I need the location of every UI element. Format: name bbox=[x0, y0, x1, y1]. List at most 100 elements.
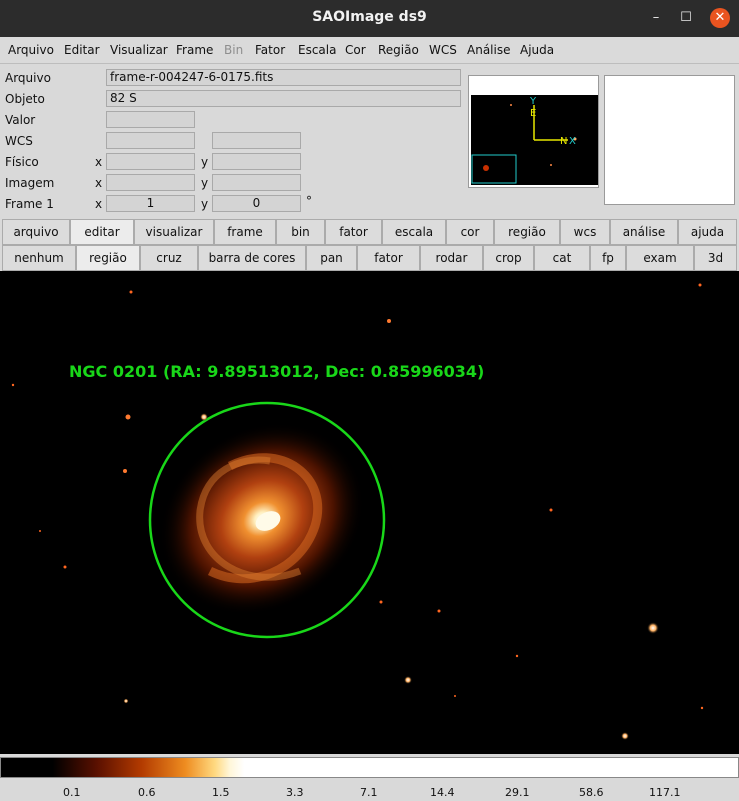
btn-bin[interactable]: bin bbox=[276, 219, 325, 245]
star bbox=[200, 413, 208, 421]
menu-analise[interactable]: Análise bbox=[467, 43, 511, 57]
panner-view[interactable]: Y E N X bbox=[468, 75, 599, 188]
maximize-icon[interactable]: ☐ bbox=[680, 10, 692, 25]
btn-cruz[interactable]: cruz bbox=[140, 245, 198, 271]
star bbox=[621, 732, 629, 740]
colorbar-tick: 1.5 bbox=[212, 786, 230, 799]
compass-e-text: E bbox=[530, 108, 536, 119]
imagem-label: Imagem bbox=[5, 176, 55, 190]
title-bar[interactable]: SAOImage ds9 – ☐ ✕ bbox=[0, 0, 739, 37]
btn-barra-de-cores[interactable]: barra de cores bbox=[198, 245, 306, 271]
star bbox=[39, 530, 41, 532]
minimize-icon[interactable]: – bbox=[652, 10, 660, 25]
star bbox=[387, 319, 391, 323]
menu-regiao[interactable]: Região bbox=[378, 43, 419, 57]
btn-editar[interactable]: editar bbox=[70, 219, 134, 245]
panner-star bbox=[550, 164, 552, 166]
fisico-y-field bbox=[212, 153, 301, 170]
compass-x-text: X bbox=[569, 136, 576, 147]
btn-fator-mode[interactable]: fator bbox=[357, 245, 420, 271]
colorbar-tick: 0.6 bbox=[138, 786, 156, 799]
button-row-sub: nenhum região cruz barra de cores pan fa… bbox=[0, 245, 739, 271]
panner-galaxy bbox=[483, 165, 489, 171]
star bbox=[123, 698, 129, 704]
menu-bin[interactable]: Bin bbox=[224, 43, 244, 57]
panner-overlay: Y E N X bbox=[471, 96, 577, 184]
btn-exam[interactable]: exam bbox=[626, 245, 694, 271]
degree-symbol: ° bbox=[306, 194, 312, 208]
btn-analise[interactable]: análise bbox=[610, 219, 678, 245]
btn-visualizar[interactable]: visualizar bbox=[134, 219, 214, 245]
btn-arquivo[interactable]: arquivo bbox=[2, 219, 70, 245]
menu-frame[interactable]: Frame bbox=[176, 43, 214, 57]
star bbox=[63, 565, 67, 569]
image-display[interactable]: NGC 0201 (RA: 9.89513012, Dec: 0.8599603… bbox=[0, 271, 739, 754]
btn-nenhum[interactable]: nenhum bbox=[2, 245, 76, 271]
btn-rodar[interactable]: rodar bbox=[420, 245, 483, 271]
btn-ajuda[interactable]: ajuda bbox=[678, 219, 737, 245]
colorbar-tick: 3.3 bbox=[286, 786, 304, 799]
frame-y-label: y bbox=[201, 197, 209, 211]
menu-fator[interactable]: Fator bbox=[255, 43, 286, 57]
spiral-arm bbox=[207, 453, 323, 584]
btn-escala[interactable]: escala bbox=[382, 219, 446, 245]
frame-y-field: 0 bbox=[212, 195, 301, 212]
arquivo-label: Arquivo bbox=[5, 71, 51, 85]
colorbar-tick: 58.6 bbox=[579, 786, 604, 799]
menu-cor[interactable]: Cor bbox=[345, 43, 366, 57]
region-label: NGC 0201 (RA: 9.89513012, Dec: 0.8599603… bbox=[69, 362, 485, 381]
star bbox=[454, 695, 456, 697]
star bbox=[11, 383, 15, 387]
valor-label: Valor bbox=[5, 113, 36, 127]
menu-bar: Arquivo Editar Visualizar Frame Bin Fato… bbox=[0, 37, 739, 64]
region-circle[interactable] bbox=[148, 401, 386, 639]
menu-visualizar[interactable]: Visualizar bbox=[110, 43, 168, 57]
compass-n-text: N bbox=[560, 136, 567, 147]
fisico-x-label: x bbox=[95, 155, 103, 169]
btn-frame[interactable]: frame bbox=[214, 219, 276, 245]
btn-3d[interactable]: 3d bbox=[694, 245, 737, 271]
colorbar-tick: 0.1 bbox=[63, 786, 81, 799]
frame-x-field: 1 bbox=[106, 195, 195, 212]
frame-x-label: x bbox=[95, 197, 103, 211]
menu-editar[interactable]: Editar bbox=[64, 43, 100, 57]
fisico-label: Físico bbox=[5, 155, 39, 169]
menu-wcs[interactable]: WCS bbox=[429, 43, 457, 57]
star bbox=[379, 600, 383, 604]
btn-fator[interactable]: fator bbox=[325, 219, 382, 245]
btn-regiao[interactable]: região bbox=[494, 219, 560, 245]
menu-ajuda[interactable]: Ajuda bbox=[520, 43, 555, 57]
imagem-y-label: y bbox=[201, 176, 209, 190]
panner-image[interactable]: Y E N X bbox=[471, 95, 598, 185]
spiral-arm bbox=[196, 456, 302, 581]
frame-label: Frame 1 bbox=[5, 197, 54, 211]
star bbox=[123, 469, 127, 473]
btn-crop[interactable]: crop bbox=[483, 245, 534, 271]
colorbar-tick: 29.1 bbox=[505, 786, 530, 799]
imagem-x-field bbox=[106, 174, 195, 191]
btn-cor[interactable]: cor bbox=[446, 219, 494, 245]
btn-wcs[interactable]: wcs bbox=[560, 219, 610, 245]
star bbox=[515, 654, 519, 658]
fisico-x-field bbox=[106, 153, 195, 170]
menu-arquivo[interactable]: Arquivo bbox=[8, 43, 54, 57]
btn-fp[interactable]: fp bbox=[590, 245, 626, 271]
colorbar[interactable] bbox=[0, 757, 739, 778]
close-icon[interactable]: ✕ bbox=[710, 8, 730, 28]
menu-escala[interactable]: Escala bbox=[298, 43, 337, 57]
panner-frame-box[interactable] bbox=[471, 154, 517, 184]
star bbox=[125, 414, 131, 420]
btn-cat[interactable]: cat bbox=[534, 245, 590, 271]
colorbar-tick: 14.4 bbox=[430, 786, 455, 799]
galaxy-core bbox=[255, 511, 281, 531]
wcs-label: WCS bbox=[5, 134, 33, 148]
arquivo-field: frame-r-004247-6-0175.fits bbox=[106, 69, 461, 86]
valor-field bbox=[106, 111, 195, 128]
window-title: SAOImage ds9 bbox=[312, 9, 427, 25]
btn-pan[interactable]: pan bbox=[306, 245, 357, 271]
btn-regiao-mode[interactable]: região bbox=[76, 245, 140, 271]
compass-y-text: Y bbox=[529, 96, 537, 107]
wcs-y-field bbox=[212, 132, 301, 149]
star bbox=[700, 706, 704, 710]
bright-star bbox=[647, 622, 659, 634]
